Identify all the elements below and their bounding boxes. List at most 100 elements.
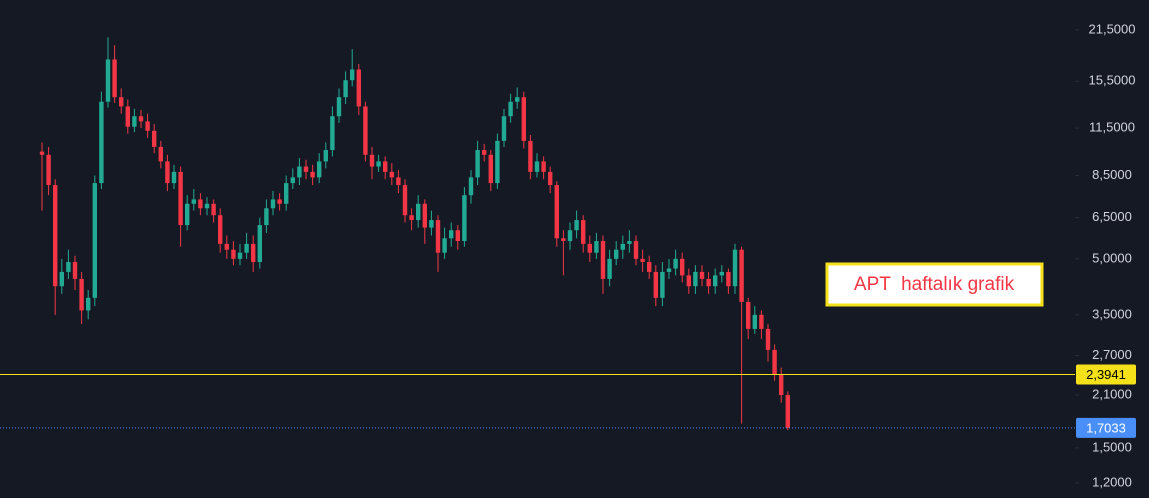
candle-body <box>290 177 295 184</box>
candle-body <box>647 262 652 272</box>
candle-body <box>528 140 533 172</box>
candle-body <box>191 199 196 204</box>
price-axis: 21,5000 15,5000 11,5000 8,5000 6,5000 5,0000 3… <box>1075 21 1136 489</box>
candle-body <box>336 97 342 117</box>
candle-body <box>429 220 434 228</box>
candle-body <box>231 249 236 259</box>
candle-body <box>600 241 606 279</box>
candle-body <box>449 230 454 239</box>
candle-body <box>508 101 513 117</box>
candle-body <box>303 166 309 172</box>
candle-body <box>534 161 540 172</box>
candle-body <box>422 203 427 228</box>
candle-body <box>482 150 487 155</box>
candle-body <box>561 238 566 242</box>
candle-body <box>138 116 144 122</box>
candle-body <box>165 161 170 184</box>
candle-body <box>680 258 685 276</box>
candle-body <box>541 161 546 172</box>
price-label: 2,3941 <box>1086 367 1126 382</box>
candle-body <box>699 271 705 279</box>
y-tick-label: 1,5000 <box>1092 439 1132 454</box>
price-lines: 2,3941 1,7033 <box>0 364 1136 438</box>
candle-body <box>693 271 698 287</box>
candle-body <box>574 220 579 231</box>
candle-body <box>145 121 150 131</box>
candle-body <box>785 395 790 428</box>
candle-body <box>310 171 315 178</box>
candle-body <box>284 183 289 204</box>
candle-body <box>713 275 718 287</box>
candle-body <box>178 171 183 226</box>
candle-body <box>501 116 507 141</box>
candle-body <box>53 185 58 287</box>
candle-body <box>396 177 401 186</box>
candle-body <box>416 203 421 221</box>
price-label: 1,7033 <box>1086 420 1126 435</box>
candle-body <box>59 271 64 287</box>
y-tick-label: 15,5000 <box>1089 73 1136 88</box>
candle-body <box>706 278 711 287</box>
candle-body <box>343 80 348 98</box>
candle-body <box>185 203 190 226</box>
candle-body <box>204 203 210 209</box>
candle-body <box>72 262 78 279</box>
candle-body <box>475 150 480 178</box>
candle-body <box>567 230 573 242</box>
candle-body <box>435 220 441 253</box>
candle-body <box>752 314 757 329</box>
y-tick-label: 21,5000 <box>1089 21 1136 36</box>
candle-body <box>739 249 744 302</box>
price-label-box <box>1076 364 1136 385</box>
candle-body <box>224 243 229 250</box>
y-tick-label: 2,1000 <box>1092 386 1132 401</box>
candle-body <box>270 199 276 209</box>
price-label-box <box>1076 417 1136 438</box>
candle-body <box>772 349 777 375</box>
annotation-group: APT haftalık grafik <box>825 262 1044 307</box>
candle-body <box>119 97 124 107</box>
candle-body <box>350 69 355 81</box>
candle-body <box>297 166 302 178</box>
candle-body <box>614 249 619 259</box>
candle-body <box>376 161 381 167</box>
candle-body <box>666 268 672 272</box>
candle-body <box>363 106 368 155</box>
candle-body <box>719 271 724 276</box>
candle-body <box>779 374 784 396</box>
candle-body <box>369 154 375 167</box>
candle-body <box>99 101 104 184</box>
annotation-text: APT haftalık grafik <box>854 274 1015 295</box>
candle-body <box>468 177 474 196</box>
candle-body <box>462 195 467 242</box>
candle-body <box>620 243 625 250</box>
y-tick-label: 11,5000 <box>1089 120 1135 135</box>
candle-body <box>389 171 394 178</box>
candle-body <box>237 252 243 259</box>
y-tick-label: 1,2000 <box>1092 474 1132 489</box>
candle-body <box>455 230 460 242</box>
candle-body <box>402 185 408 216</box>
candle-body <box>356 69 361 107</box>
candle-body <box>86 297 91 311</box>
y-tick-label: 8,5000 <box>1092 167 1132 182</box>
candle-body <box>317 161 322 178</box>
candle-body <box>323 150 328 162</box>
candle-body <box>594 241 599 253</box>
candle-body <box>765 328 771 350</box>
candle-body <box>660 271 665 298</box>
candle-body <box>112 59 117 98</box>
candle-body <box>66 262 71 272</box>
y-tick-label: 5,0000 <box>1092 250 1132 265</box>
y-tick-label: 3,5000 <box>1092 306 1132 321</box>
candle-body <box>409 215 414 221</box>
candle-body <box>515 97 520 102</box>
candle-body <box>581 220 586 244</box>
candle-body <box>218 215 223 244</box>
candle-body <box>640 258 645 263</box>
candle-body <box>158 146 163 162</box>
candle-body <box>488 154 493 184</box>
